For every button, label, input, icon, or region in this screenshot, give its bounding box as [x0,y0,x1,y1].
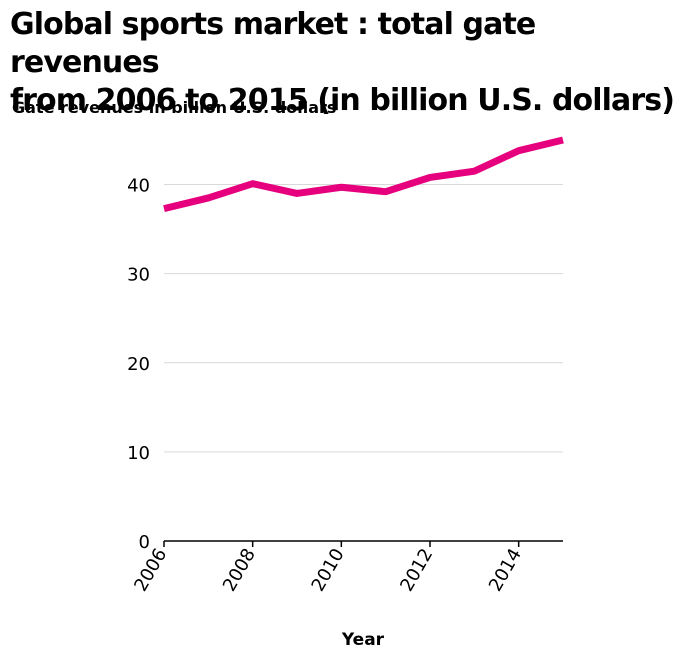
x-tick-label: 2012 [396,545,437,595]
series-line [163,136,564,213]
x-tick-label: 2010 [308,545,349,595]
y-axis-tick-labels: 0 10 20 30 40 [127,176,150,553]
chart-title: Global sports market : total gate revenu… [10,7,675,118]
x-tick-label: 2006 [130,545,171,595]
x-tick-label: 2008 [219,545,260,595]
y-tick-label: 0 [139,532,150,553]
y-axis-title: Gate revenues in billion U.S. dollars [12,98,337,117]
data-series [163,136,564,213]
y-tick-label: 10 [127,443,150,464]
x-axis-tick-labels: 2006 2008 2010 2012 2014 [130,545,526,595]
y-tick-label: 40 [127,176,150,197]
y-tick-label: 20 [127,354,150,375]
x-axis [163,540,563,547]
x-axis-title: Year [341,630,385,650]
x-tick-label: 2014 [485,545,526,595]
y-tick-label: 30 [127,265,150,286]
gridlines [164,184,563,453]
